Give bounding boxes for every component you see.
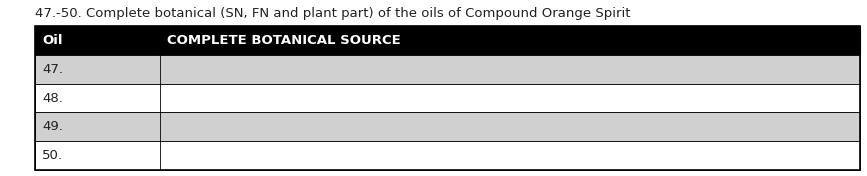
Text: COMPLETE BOTANICAL SOURCE: COMPLETE BOTANICAL SOURCE — [167, 34, 401, 47]
Text: 49.: 49. — [42, 120, 63, 133]
FancyBboxPatch shape — [35, 141, 860, 170]
Text: 48.: 48. — [42, 92, 63, 105]
Text: 47.: 47. — [42, 63, 63, 76]
Text: 47.-50. Complete botanical (SN, FN and plant part) of the oils of Compound Orang: 47.-50. Complete botanical (SN, FN and p… — [35, 7, 630, 20]
FancyBboxPatch shape — [35, 84, 860, 112]
FancyBboxPatch shape — [35, 55, 860, 84]
FancyBboxPatch shape — [35, 112, 860, 141]
Text: Oil: Oil — [42, 34, 62, 47]
FancyBboxPatch shape — [35, 26, 860, 55]
Text: 50.: 50. — [42, 149, 63, 162]
